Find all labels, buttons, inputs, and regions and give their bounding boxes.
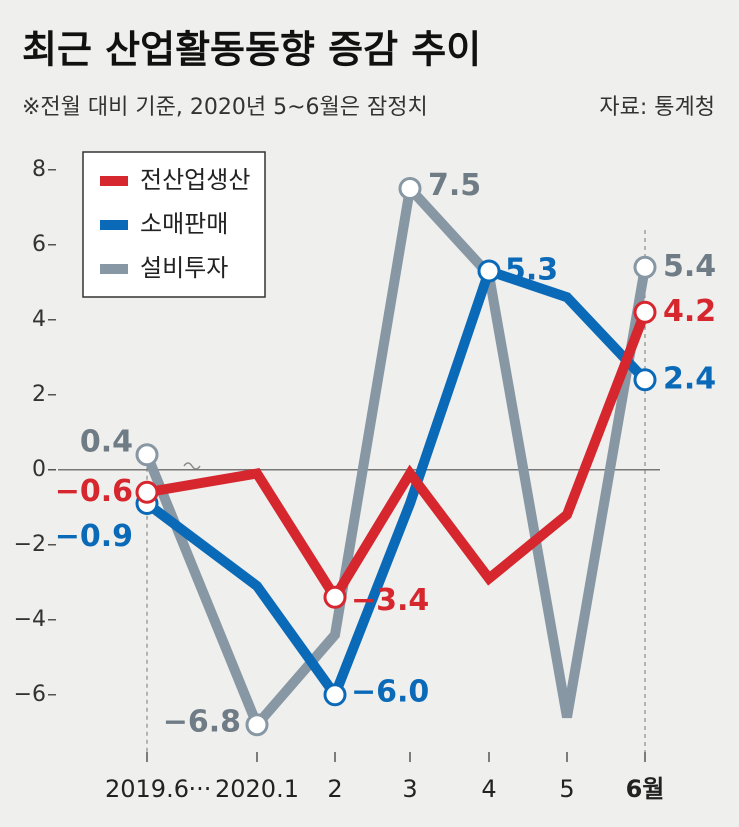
value-label: −6.8 — [163, 704, 241, 739]
x-tick-label: 2 — [327, 775, 342, 803]
value-label: −0.6 — [55, 474, 133, 509]
value-label: 4.2 — [663, 294, 716, 329]
subtitle: ※전월 대비 기준, 2020년 5~6월은 잠정치 — [22, 95, 428, 120]
value-label: 5.4 — [663, 249, 716, 284]
x-tick-label: 3 — [402, 775, 417, 803]
point-marker — [633, 255, 657, 279]
source: 자료: 통계청 — [599, 95, 715, 120]
value-label: 0.4 — [80, 424, 133, 459]
chart-title: 최근 산업활동동향 증감 추이 — [22, 28, 481, 72]
point-marker — [135, 480, 159, 504]
value-label: 7.5 — [428, 168, 481, 203]
point-marker — [477, 259, 501, 283]
value-label: −3.4 — [351, 583, 429, 618]
y-tick-label: −6 — [14, 682, 46, 707]
series-line — [144, 264, 649, 706]
point-marker — [245, 713, 269, 737]
point-marker — [135, 443, 159, 467]
value-label: −0.9 — [55, 519, 133, 554]
value-label: 2.4 — [663, 361, 716, 396]
point-marker — [323, 683, 347, 707]
x-tick-label: 2020.1 — [215, 775, 299, 803]
x-tick-label: 5 — [559, 775, 574, 803]
y-tick-label: −2 — [14, 532, 46, 557]
y-tick-label: 8 — [32, 157, 46, 182]
x-tick-label: 2019.6 — [105, 775, 189, 803]
point-marker — [323, 585, 347, 609]
x-tick-label: 4 — [481, 775, 496, 803]
series-line — [146, 310, 650, 607]
x-tick-label: 6월 — [626, 775, 665, 803]
y-tick-label: 6 — [32, 232, 46, 257]
value-label: −6.0 — [351, 674, 429, 709]
point-marker — [633, 300, 657, 324]
value-label: 5.3 — [505, 253, 558, 288]
point-marker — [398, 177, 422, 200]
y-tick-label: 0 — [32, 457, 46, 482]
legend-label: 소매판매 — [140, 210, 228, 238]
y-tick-label: −4 — [14, 607, 46, 632]
axis-break — [183, 462, 201, 470]
y-tick-label: 4 — [32, 307, 46, 332]
legend-label: 전산업생산 — [140, 166, 250, 194]
axis-break-label: ··· — [189, 775, 212, 803]
y-tick-label: 2 — [32, 382, 46, 407]
legend-label: 설비투자 — [140, 254, 228, 282]
point-marker — [633, 368, 657, 392]
